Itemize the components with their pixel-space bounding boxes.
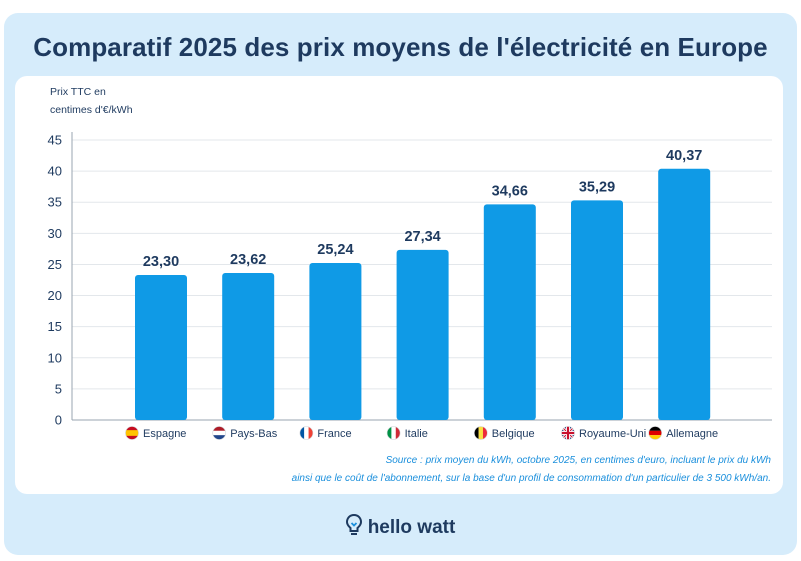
germany-flag-icon — [648, 426, 663, 440]
y-tick-label: 0 — [55, 413, 62, 428]
bar-value-label: 40,37 — [666, 148, 702, 164]
bar-value-label: 27,34 — [404, 229, 440, 245]
source-line-1: Source : prix moyen du kWh, octobre 2025… — [385, 455, 771, 466]
y-tick-label: 35 — [48, 195, 62, 210]
y-tick-label: 5 — [55, 381, 62, 396]
bar — [222, 273, 275, 420]
brand-logo: hello watt — [0, 513, 801, 542]
bar — [483, 204, 536, 420]
x-tick-label: Allemagne — [666, 428, 718, 440]
y-tick-label: 25 — [48, 257, 62, 272]
y-tick-label: 40 — [48, 164, 62, 179]
y-axis-label-line-2: centimes d'€/kWh — [50, 104, 133, 116]
x-tick-label: Espagne — [143, 428, 186, 440]
y-tick-label: 45 — [48, 133, 62, 148]
y-tick-label: 20 — [48, 288, 62, 303]
x-tick-label: Italie — [405, 428, 428, 440]
bar — [135, 275, 187, 420]
source-line-2: ainsi que le coût de l'abonnement, sur l… — [291, 473, 771, 484]
brand-name: hello watt — [367, 517, 456, 538]
bar-value-label: 25,24 — [317, 242, 353, 258]
chart-title: Comparatif 2025 des prix moyens de l'éle… — [33, 32, 768, 62]
france-flag-icon — [299, 426, 314, 440]
bar-value-label: 35,29 — [579, 179, 615, 195]
bar-value-label: 23,30 — [143, 254, 179, 270]
lightbulb-icon — [345, 513, 362, 542]
source-note: Source : prix moyen du kWh, octobre 2025… — [292, 452, 771, 488]
italy-flag-icon — [386, 426, 401, 440]
x-tick-label: France — [317, 428, 351, 440]
spain-flag-icon — [125, 426, 139, 440]
netherlands-flag-icon — [212, 426, 226, 440]
bar — [396, 249, 449, 420]
x-tick-label: Belgique — [492, 428, 535, 440]
y-axis-label-line-1: Prix TTC en — [50, 86, 106, 98]
bar — [309, 262, 362, 420]
uk-flag-icon — [561, 426, 575, 440]
bar-value-label: 23,62 — [230, 252, 266, 268]
belgium-flag-icon — [473, 426, 488, 440]
bar — [571, 200, 623, 420]
x-tick-label: Royaume-Uni — [579, 428, 646, 440]
y-tick-label: 30 — [48, 226, 62, 241]
y-axis-label: Prix TTC en centimes d'€/kWh — [50, 83, 170, 119]
x-tick-label: Pays-Bas — [230, 428, 278, 440]
bar-value-label: 34,66 — [492, 183, 528, 199]
y-tick-label: 10 — [48, 350, 62, 365]
y-tick-label: 15 — [48, 319, 62, 334]
bar — [658, 168, 711, 420]
